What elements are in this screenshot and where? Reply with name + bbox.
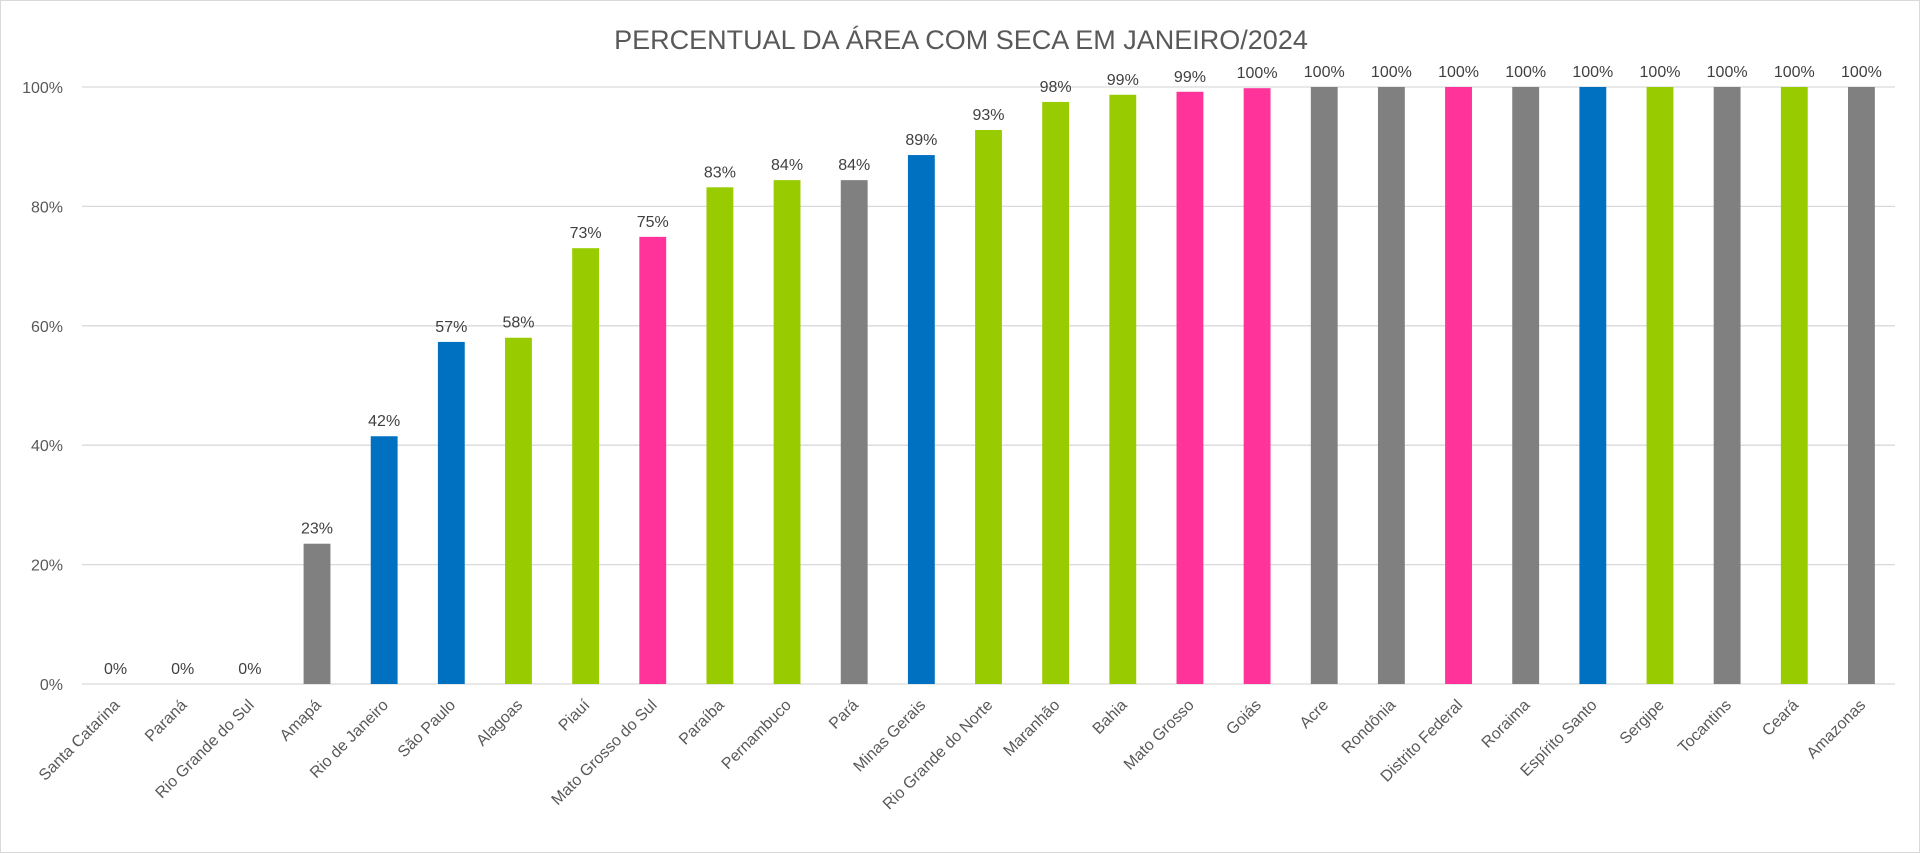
data-label: 0% <box>104 661 127 678</box>
bar <box>1646 87 1674 684</box>
data-label: 58% <box>502 315 534 332</box>
bar <box>1847 87 1875 684</box>
data-label: 23% <box>301 521 333 538</box>
data-label: 100% <box>1841 64 1882 81</box>
bar <box>1512 87 1540 684</box>
data-label: 98% <box>1040 79 1072 96</box>
x-tick-label: Amapá <box>277 697 325 745</box>
x-tick-label: Bahia <box>1090 697 1131 738</box>
y-tick-label: 100% <box>22 80 63 97</box>
data-label: 100% <box>1371 64 1412 81</box>
data-label: 100% <box>1304 64 1345 81</box>
data-label: 75% <box>637 214 669 231</box>
x-tick-label: Paraíba <box>676 697 728 749</box>
bar <box>1310 87 1338 684</box>
data-label: 99% <box>1107 72 1139 89</box>
y-tick-label: 60% <box>31 319 63 336</box>
bar <box>1579 87 1607 684</box>
chart-title: PERCENTUAL DA ÁREA COM SECA EM JANEIRO/2… <box>614 25 1308 55</box>
x-tick-label: Paraná <box>142 697 191 746</box>
data-label: 93% <box>972 107 1004 124</box>
x-tick-label: Tocantins <box>1675 697 1735 757</box>
data-label: 89% <box>905 132 937 149</box>
bar <box>370 436 398 684</box>
y-tick-label: 80% <box>31 199 63 216</box>
bar <box>1109 94 1137 685</box>
x-tick-label: Rondônia <box>1339 697 1400 758</box>
y-axis-tick-labels: 0% 20% 40% 60% 80% 100% <box>22 80 63 694</box>
x-tick-label: Ceará <box>1759 697 1802 740</box>
bar <box>1780 87 1808 684</box>
x-tick-label: Goiás <box>1223 697 1265 739</box>
y-tick-label: 40% <box>31 438 63 455</box>
x-tick-label: Roraima <box>1479 697 1534 752</box>
data-label: 0% <box>171 661 194 678</box>
x-tick-label: Alagoas <box>473 697 526 750</box>
bar <box>706 187 734 684</box>
data-label: 100% <box>1707 64 1748 81</box>
data-label: 100% <box>1774 64 1815 81</box>
data-label: 84% <box>838 157 870 174</box>
data-label: 0% <box>238 661 261 678</box>
bar <box>1042 101 1070 685</box>
bars <box>303 87 1875 685</box>
x-tick-label: Maranhão <box>1001 697 1064 760</box>
bar <box>907 155 935 685</box>
x-tick-label: Rio Grande do Norte <box>880 697 996 813</box>
x-tick-label: Amazonas <box>1804 697 1869 762</box>
bar <box>572 248 600 684</box>
data-label: 42% <box>368 413 400 430</box>
data-label: 99% <box>1174 69 1206 86</box>
bar <box>303 543 331 684</box>
bar <box>1713 87 1741 684</box>
data-label: 83% <box>704 164 736 181</box>
bar <box>1243 88 1271 685</box>
bar <box>1176 91 1204 684</box>
x-tick-label: Pernambuco <box>719 697 795 773</box>
bar <box>437 341 465 684</box>
bar <box>773 180 801 684</box>
data-label: 100% <box>1505 64 1546 81</box>
x-tick-label: Sergipe <box>1617 697 1668 748</box>
data-label: 100% <box>1572 64 1613 81</box>
bar <box>840 180 868 684</box>
y-tick-label: 20% <box>31 558 63 575</box>
data-label: 84% <box>771 157 803 174</box>
data-label: 57% <box>435 319 467 336</box>
bar <box>1445 87 1472 684</box>
x-tick-label: Pará <box>826 697 862 733</box>
x-tick-label: Mato Grosso <box>1121 697 1198 774</box>
data-label: 100% <box>1237 65 1278 82</box>
data-label: 100% <box>1640 64 1681 81</box>
x-tick-label: São Paulo <box>395 697 459 761</box>
data-label: 100% <box>1438 64 1479 81</box>
x-tick-label: Acre <box>1297 697 1332 732</box>
bar <box>975 129 1002 684</box>
bar <box>639 236 667 685</box>
bar <box>505 337 532 684</box>
x-tick-label: Santa Catarina <box>36 697 124 785</box>
y-tick-label: 0% <box>40 677 63 694</box>
data-labels: 0% 0% 0% 23% 42% 57% 58% 73% 75% 83% 84% 84% 89% 93% 9… <box>104 64 1882 678</box>
bar <box>1377 87 1405 684</box>
data-label: 73% <box>570 225 602 242</box>
x-tick-label: Piauí <box>556 696 594 734</box>
